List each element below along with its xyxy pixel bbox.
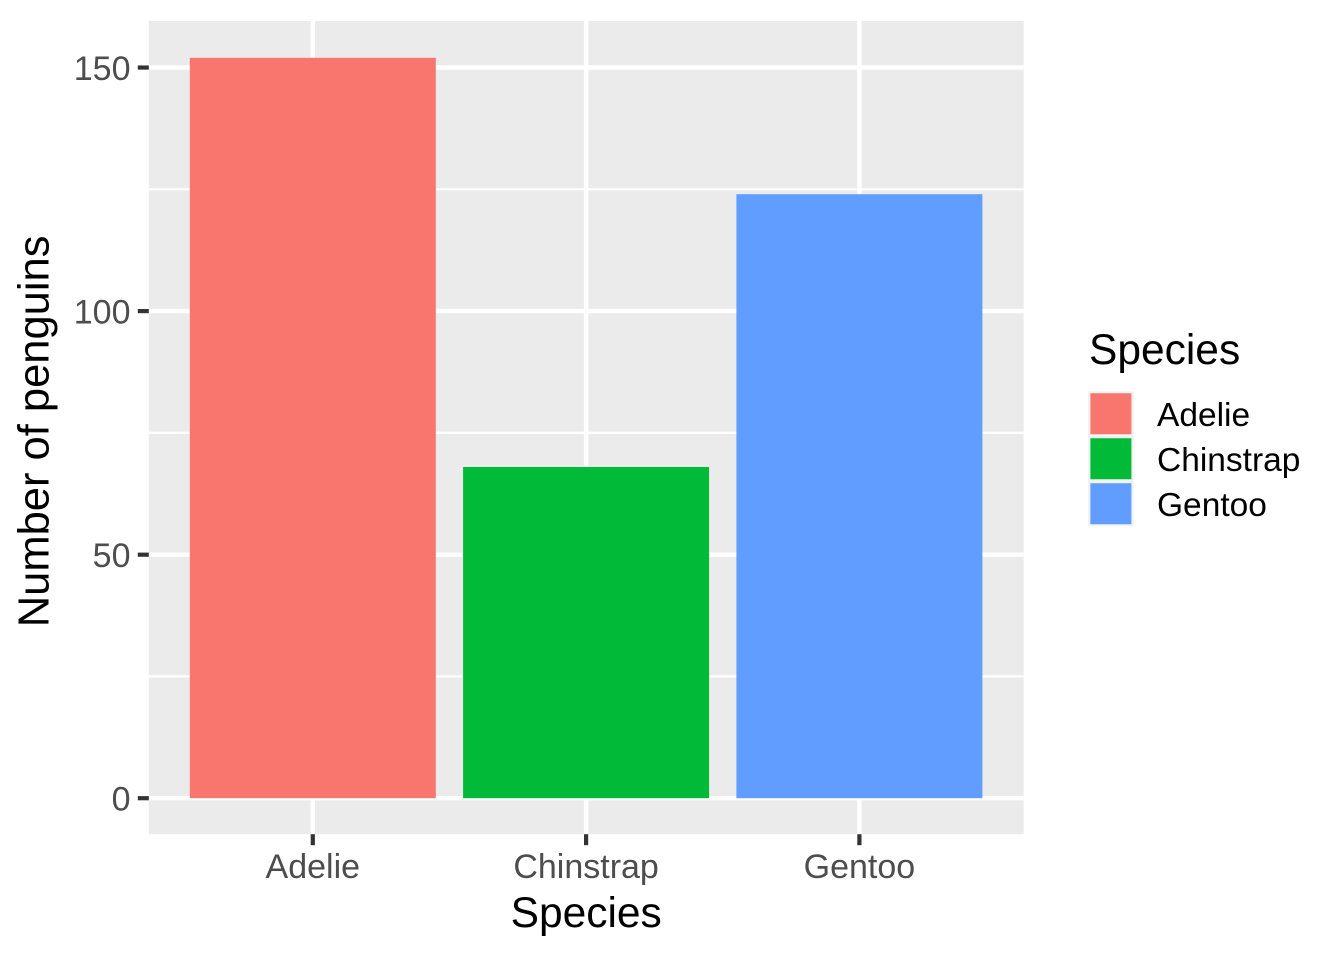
svg-text:0: 0 [112,781,131,819]
svg-text:Gentoo: Gentoo [804,848,916,886]
svg-text:Chinstrap: Chinstrap [1157,442,1300,479]
svg-text:Adelie: Adelie [1157,397,1250,434]
svg-text:100: 100 [74,294,131,332]
svg-text:Species: Species [511,890,662,937]
svg-text:150: 150 [74,50,131,88]
svg-text:Adelie: Adelie [266,848,361,886]
svg-text:Chinstrap: Chinstrap [513,848,659,886]
svg-text:Gentoo: Gentoo [1157,487,1267,524]
svg-text:Species: Species [1089,327,1240,374]
svg-text:50: 50 [93,537,131,575]
svg-text:Number of penguins: Number of penguins [10,236,58,628]
